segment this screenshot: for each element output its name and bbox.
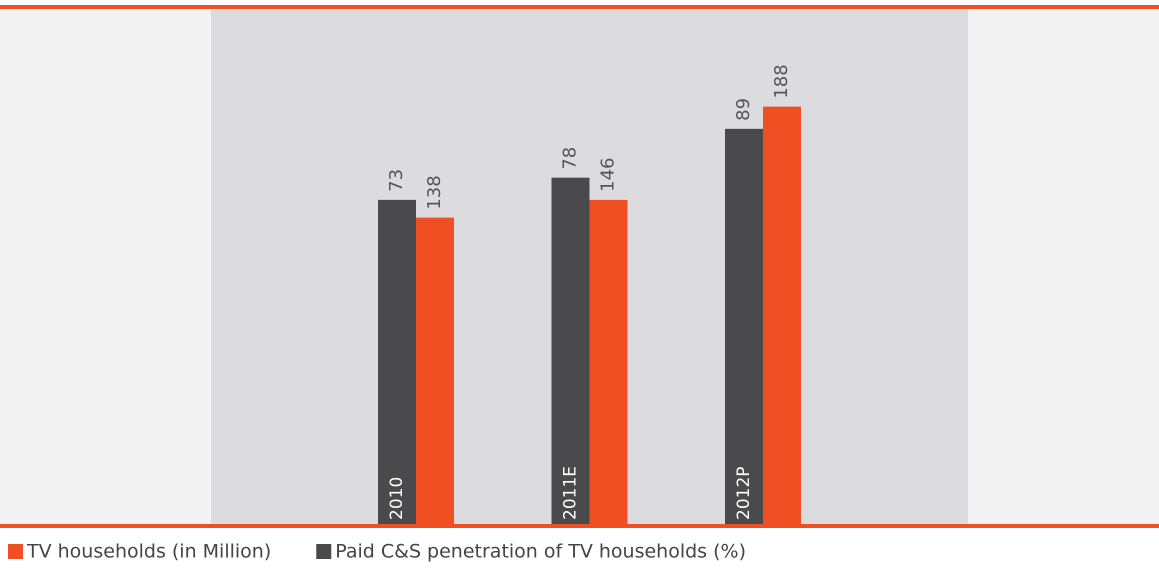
legend-label: TV households (in Million) [26,541,271,563]
bar [551,177,590,524]
x-tick-label: 2010 [387,477,407,520]
value-label: 138 [424,175,445,209]
value-label: 89 [733,98,754,121]
bar [378,199,416,524]
top-rule [0,5,1159,9]
legend-swatch [8,544,23,559]
value-label: 146 [598,158,619,192]
legend-swatch [316,544,332,559]
bar [416,217,454,524]
bar [763,106,801,524]
value-label: 188 [771,64,792,98]
x-tick-label: 2011E [561,466,581,520]
value-label: 73 [386,169,407,192]
bar [589,199,628,524]
bar [725,128,763,524]
legend-label: Paid C&S penetration of TV households (%… [335,541,746,563]
x-tick-label: 2012P [734,466,754,520]
bottom-rule [0,524,1159,528]
value-label: 78 [560,147,581,170]
